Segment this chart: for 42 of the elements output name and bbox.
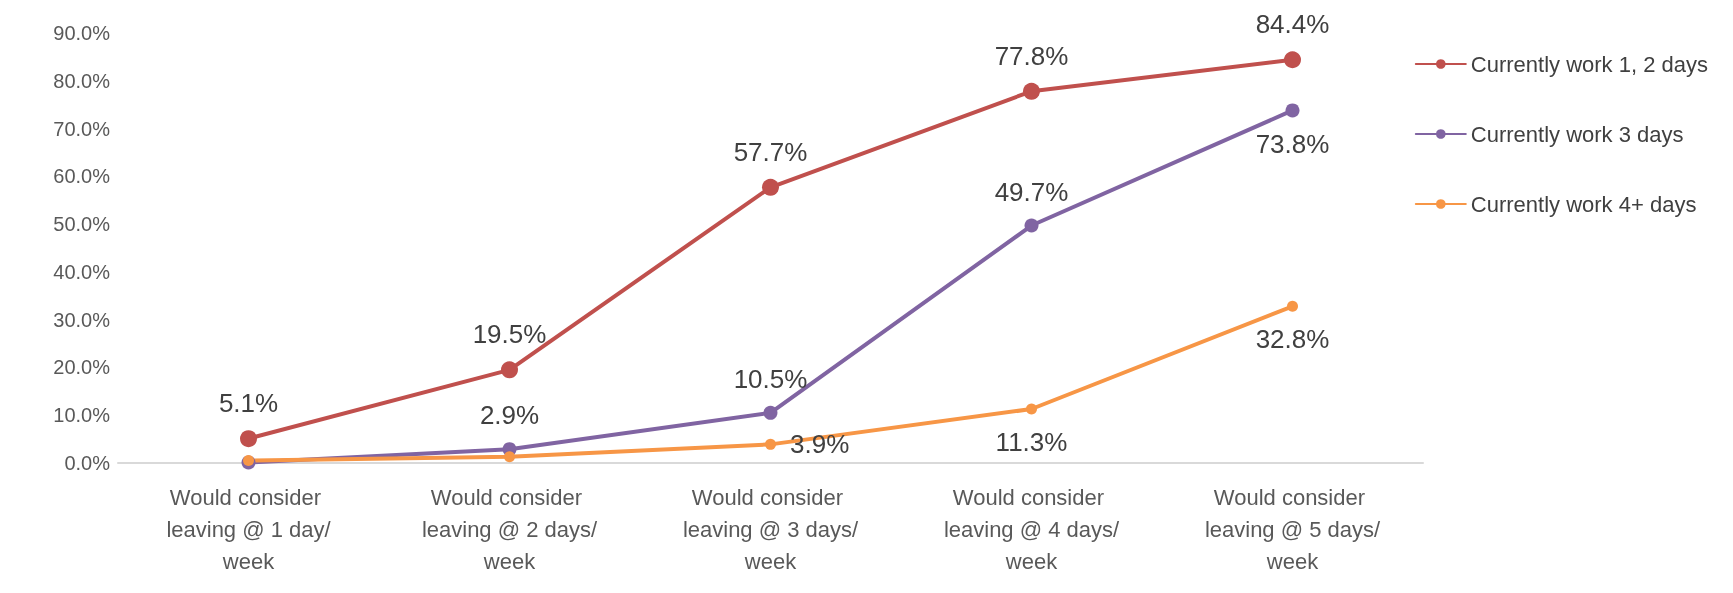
point [1287, 300, 1298, 312]
legend-label: Currently work 1, 2 days [1470, 51, 1708, 77]
point [501, 361, 518, 379]
y-tick-label: 40.0% [53, 260, 111, 283]
data-label: 77.8% [994, 40, 1069, 71]
y-tick-label: 20.0% [53, 356, 111, 379]
x-tick-label: Would consider leaving @ 5 days/week [1204, 484, 1381, 574]
x-tick-label: Would consider leaving @ 1 day/week [166, 484, 332, 574]
point [1285, 103, 1300, 118]
point [763, 405, 778, 420]
point [762, 178, 779, 196]
data-label: 10.5% [733, 363, 808, 394]
y-tick-label: 80.0% [53, 69, 111, 92]
data-label: 2.9% [479, 400, 540, 431]
point [1026, 403, 1037, 415]
y-tick-label: 30.0% [53, 308, 111, 331]
y-tick-label: 60.0% [53, 165, 111, 188]
data-label: 5.1% [218, 388, 279, 419]
data-label: 73.8% [1255, 129, 1330, 160]
y-tick-label: 90.0% [53, 22, 111, 44]
x-tick-label: Would consider leaving @ 4 days/week [943, 484, 1120, 574]
data-label: 57.7% [733, 136, 808, 167]
data-label: 3.9% [790, 429, 850, 460]
point [504, 451, 515, 463]
data-label: 19.5% [472, 319, 547, 350]
point [1024, 218, 1039, 233]
x-tick-label: Would consider leaving @ 3 days/week [682, 484, 859, 574]
point [765, 438, 776, 450]
point [240, 430, 257, 448]
y-tick-label: 0.0% [64, 452, 111, 474]
point [1023, 82, 1040, 100]
data-label: 84.4% [1255, 9, 1330, 40]
data-label: 32.8% [1255, 323, 1330, 354]
data-label: 49.7% [994, 176, 1069, 207]
x-tick-label: Would consider leaving @ 2 days/week [421, 484, 598, 574]
y-tick-label: 50.0% [53, 213, 111, 236]
legend-label: Currently work 4+ days [1470, 191, 1697, 217]
data-label: 11.3% [995, 426, 1068, 457]
y-tick-label: 10.0% [53, 404, 111, 427]
point [1284, 51, 1301, 69]
y-tick-label: 70.0% [53, 117, 111, 140]
legend-label: Currently work 3 days [1470, 121, 1684, 147]
